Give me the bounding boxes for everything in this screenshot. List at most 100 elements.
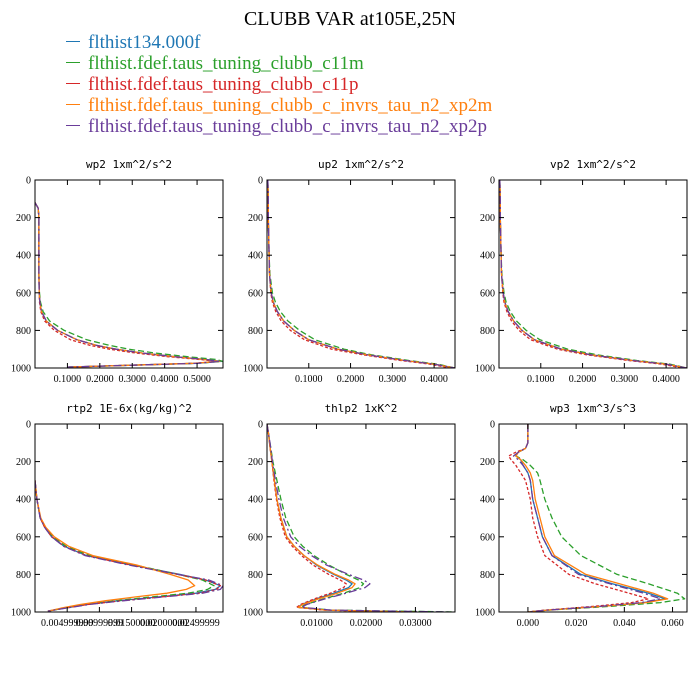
legend-label: flthist.fdef.taus_tuning_clubb_c_invrs_t… <box>88 116 487 137</box>
x-tick-label: 0.1000 <box>527 374 555 385</box>
legend-item: flthist134.000f <box>66 32 492 53</box>
legend-item: flthist.fdef.taus_tuning_clubb_c_invrs_t… <box>66 95 492 116</box>
series-line <box>267 180 455 368</box>
panel-title: rtp2 1E-6x(kg/kg)^2 <box>66 402 192 415</box>
series-group <box>35 202 223 368</box>
x-tick-label: 0.02499999 <box>172 618 220 629</box>
x-tick-label: 0.03000 <box>399 618 432 629</box>
series-line <box>499 180 683 368</box>
y-tick-label: 400 <box>480 251 495 262</box>
x-tick-label: 0.4000 <box>420 374 448 385</box>
x-tick-label: 0.040 <box>613 618 636 629</box>
y-tick-label: 800 <box>248 326 263 337</box>
y-tick-label: 1000 <box>475 364 495 375</box>
x-tick-label: 0.02000 <box>350 618 383 629</box>
y-tick-label: 600 <box>480 288 495 299</box>
series-line <box>267 180 451 368</box>
legend-item: flthist.fdef.taus_tuning_clubb_c_invrs_t… <box>66 116 492 137</box>
y-tick-label: 1000 <box>243 608 263 619</box>
series-line <box>515 424 666 612</box>
y-tick-label: 400 <box>16 251 31 262</box>
x-tick-label: 0.004999999 <box>41 618 94 629</box>
plot-frame <box>34 423 224 613</box>
x-tick-label: 0.4000 <box>652 374 680 385</box>
chart-panel: rtp2 1E-6x(kg/kg)^2 0 200 400 600 800 1000 0.00… <box>11 402 224 629</box>
chart-panel: wp2 1xm^2/s^2 0 200 400 600 800 1000 0.1000 0.20… <box>11 158 224 385</box>
x-tick-label: 0.3000 <box>379 374 407 385</box>
y-tick-label: 0 <box>26 420 31 431</box>
y-tick-label: 600 <box>16 288 31 299</box>
series-line <box>267 180 455 368</box>
legend-swatch <box>66 62 80 64</box>
series-line <box>267 180 455 368</box>
panel-title: up2 1xm^2/s^2 <box>318 158 404 171</box>
legend-swatch <box>66 125 80 127</box>
x-tick-label: 0.01500000 <box>108 618 156 629</box>
series-line <box>499 180 687 368</box>
series-line <box>35 480 222 612</box>
legend-swatch <box>66 41 80 43</box>
series-line <box>35 480 215 612</box>
x-tick-label: 0.060 <box>661 618 684 629</box>
series-group <box>267 180 455 368</box>
y-tick-label: 400 <box>248 251 263 262</box>
series-line <box>35 202 221 368</box>
y-tick-label: 0 <box>26 176 31 187</box>
x-tick-label: 0.2000 <box>569 374 597 385</box>
y-tick-label: 0 <box>490 176 495 187</box>
y-tick-label: 400 <box>248 495 263 506</box>
x-tick-label: 0.00999999 <box>76 618 124 629</box>
y-tick-label: 400 <box>480 495 495 506</box>
x-tick-label: 0.020 <box>565 618 588 629</box>
x-tick-label: 0.1000 <box>54 374 82 385</box>
legend-label: flthist.fdef.taus_tuning_clubb_c11p <box>88 74 359 95</box>
y-tick-label: 200 <box>480 457 495 468</box>
legend-item: flthist.fdef.taus_tuning_clubb_c11m <box>66 53 492 74</box>
y-tick-label: 200 <box>16 457 31 468</box>
y-tick-label: 200 <box>16 213 31 224</box>
x-tick-label: 0.3000 <box>118 374 146 385</box>
y-tick-label: 0 <box>490 420 495 431</box>
series-group <box>507 424 686 612</box>
legend: flthist134.000f flthist.fdef.taus_tuning… <box>66 32 492 137</box>
plot-frame <box>498 179 688 369</box>
y-tick-label: 800 <box>16 570 31 581</box>
series-line <box>267 424 416 612</box>
y-tick-label: 200 <box>480 213 495 224</box>
y-tick-label: 0 <box>258 176 263 187</box>
series-line <box>499 180 687 368</box>
series-line <box>499 180 687 368</box>
y-tick-label: 800 <box>248 570 263 581</box>
series-line <box>35 480 223 612</box>
y-tick-label: 800 <box>480 326 495 337</box>
figure-title: CLUBB VAR at105E,25N <box>243 8 457 30</box>
chart-panel: vp2 1xm^2/s^2 0 200 400 600 800 1000 0.1000 0.20… <box>475 158 688 385</box>
y-tick-label: 600 <box>16 532 31 543</box>
legend-swatch <box>66 83 80 85</box>
series-line <box>267 424 455 612</box>
legend-item: flthist.fdef.taus_tuning_clubb_c11p <box>66 74 492 95</box>
panel-title: vp2 1xm^2/s^2 <box>550 158 636 171</box>
chart-panel: wp3 1xm^3/s^3 0 200 400 600 800 1000 0.000 0.020… <box>475 402 688 629</box>
x-tick-label: 0.4000 <box>151 374 179 385</box>
legend-swatch <box>66 104 80 106</box>
series-line <box>515 424 686 612</box>
series-line <box>35 202 221 368</box>
x-tick-label: 0.5000 <box>183 374 211 385</box>
series-line <box>35 480 196 612</box>
chart-panel: thlp2 1xK^2 0 200 400 600 800 1000 0.01000 0.020… <box>243 402 456 629</box>
x-tick-label: 0.02000000 <box>140 618 188 629</box>
x-tick-label: 0.000 <box>517 618 540 629</box>
plot-frame <box>266 423 456 613</box>
series-group <box>499 180 687 368</box>
y-tick-label: 800 <box>480 570 495 581</box>
legend-label: flthist134.000f <box>88 32 201 53</box>
y-tick-label: 0 <box>258 420 263 431</box>
y-tick-label: 600 <box>480 532 495 543</box>
y-tick-label: 1000 <box>11 608 31 619</box>
x-tick-label: 0.2000 <box>337 374 365 385</box>
legend-label: flthist.fdef.taus_tuning_clubb_c11m <box>88 53 364 74</box>
x-tick-label: 0.2000 <box>86 374 114 385</box>
series-line <box>35 202 223 368</box>
